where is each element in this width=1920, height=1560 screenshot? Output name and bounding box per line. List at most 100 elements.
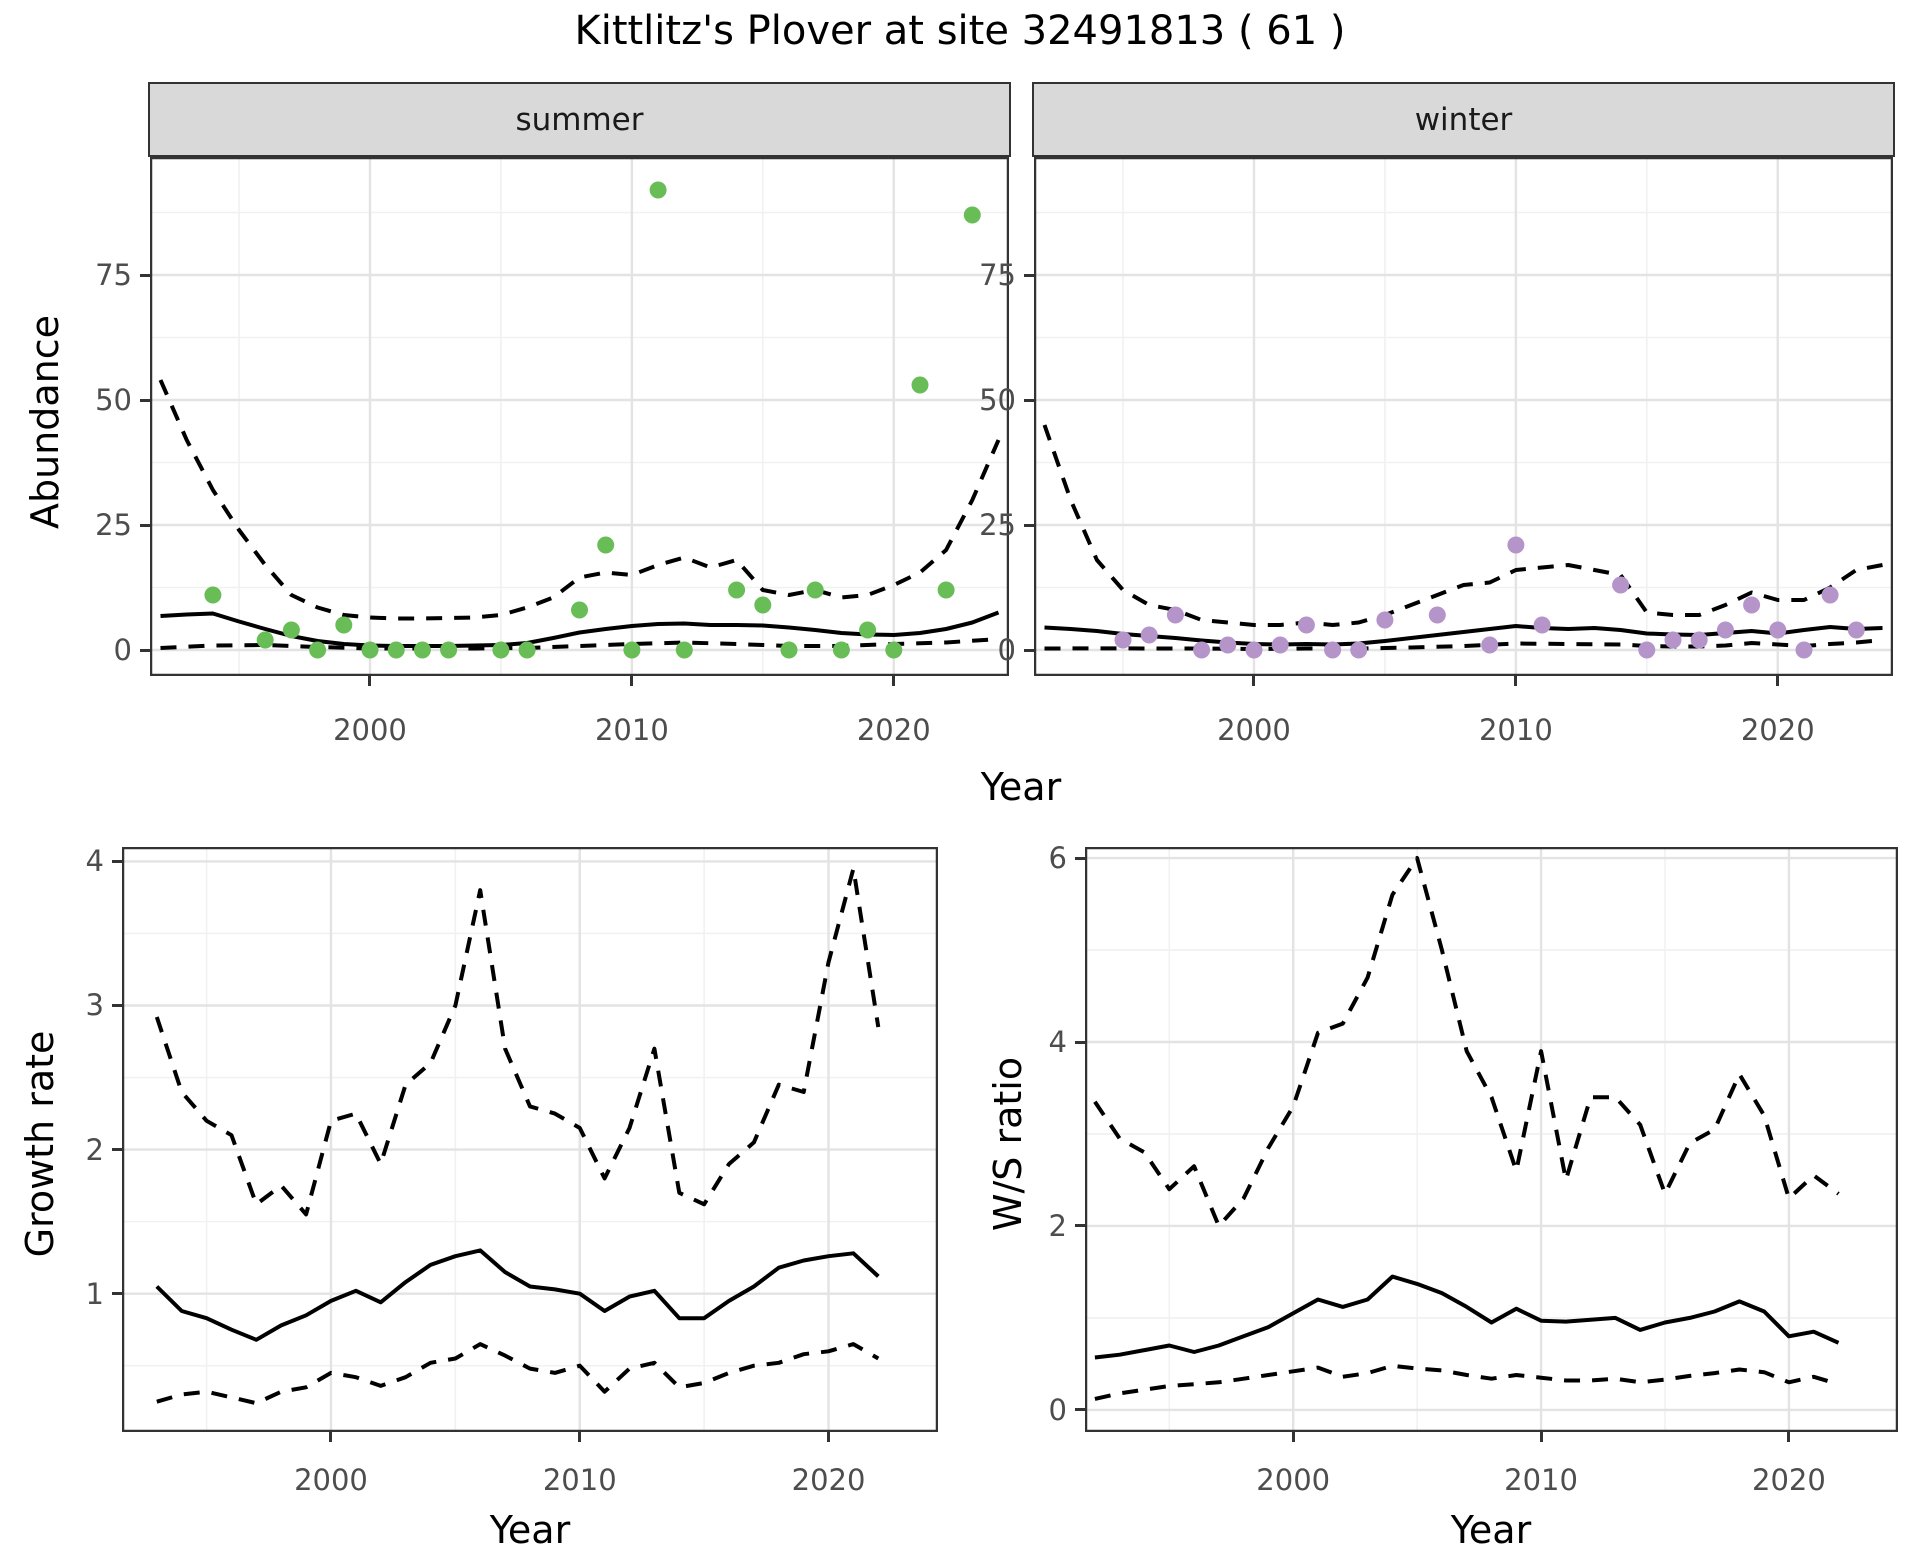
tick-mark bbox=[140, 523, 150, 527]
data-point bbox=[623, 641, 641, 659]
data-point bbox=[1428, 606, 1446, 624]
data-point bbox=[1795, 641, 1813, 659]
growth-rate-panel bbox=[122, 847, 938, 1432]
data-point bbox=[1690, 631, 1708, 649]
x-tick-label: 2000 bbox=[294, 1463, 368, 1497]
upper-ci-line bbox=[1042, 424, 1883, 627]
y-tick-label: 25 bbox=[95, 508, 132, 542]
data-point bbox=[1324, 641, 1342, 659]
tick-mark bbox=[112, 859, 122, 863]
data-point bbox=[1847, 621, 1865, 639]
data-point bbox=[440, 641, 458, 659]
tick-mark bbox=[368, 676, 372, 686]
y-tick-label: 2 bbox=[1048, 1208, 1067, 1243]
x-axis-title-year-ws: Year bbox=[1450, 1508, 1532, 1552]
y-tick-label: 6 bbox=[1048, 841, 1067, 876]
data-point bbox=[204, 586, 222, 604]
lower-ci-line bbox=[156, 1342, 880, 1406]
y-tick-label: 4 bbox=[85, 844, 104, 879]
data-point bbox=[1166, 606, 1184, 624]
data-point bbox=[832, 641, 850, 659]
upper-ci-line bbox=[1093, 856, 1840, 1228]
data-point bbox=[1481, 636, 1499, 654]
facet-strip-label: winter bbox=[1414, 101, 1513, 138]
x-tick-label: 2020 bbox=[1752, 1463, 1826, 1497]
x-tick-label: 2010 bbox=[542, 1463, 617, 1497]
data-point bbox=[1350, 641, 1368, 659]
data-point bbox=[309, 641, 327, 659]
y-tick-label: 50 bbox=[979, 383, 1016, 417]
tick-mark bbox=[140, 273, 150, 277]
upper-ci-line bbox=[154, 866, 881, 1217]
y-tick-label: 1 bbox=[85, 1276, 104, 1311]
tick-mark bbox=[1787, 1432, 1791, 1442]
data-point bbox=[282, 621, 300, 639]
chart-title: Kittlitz's Plover at site 32491813 ( 61 … bbox=[574, 8, 1346, 54]
tick-mark bbox=[112, 1148, 122, 1152]
data-point bbox=[1638, 641, 1656, 659]
y-tick-label: 3 bbox=[85, 988, 104, 1023]
tick-mark bbox=[140, 648, 150, 652]
lower-ci-line bbox=[160, 637, 999, 651]
y-tick-label: 25 bbox=[979, 508, 1016, 542]
panel-border bbox=[1085, 847, 1898, 1432]
tick-mark bbox=[827, 1432, 831, 1442]
tick-mark bbox=[329, 1432, 333, 1442]
data-point bbox=[728, 581, 746, 599]
data-point bbox=[387, 641, 405, 659]
data-point bbox=[571, 601, 588, 619]
data-point bbox=[1114, 631, 1132, 649]
data-point bbox=[518, 641, 536, 659]
data-point bbox=[361, 641, 379, 659]
data-point bbox=[1193, 641, 1211, 659]
data-point bbox=[1821, 586, 1839, 604]
tick-mark bbox=[1075, 1408, 1085, 1412]
median-line bbox=[1094, 1274, 1840, 1360]
median-line bbox=[160, 610, 1000, 648]
y-tick-label: 2 bbox=[85, 1132, 104, 1167]
data-point bbox=[806, 581, 824, 599]
facet-strip-label: summer bbox=[515, 101, 644, 138]
data-point bbox=[1612, 576, 1630, 594]
data-point bbox=[1376, 611, 1394, 629]
tick-mark bbox=[1291, 1432, 1295, 1442]
tick-mark bbox=[1024, 648, 1034, 652]
data-point bbox=[1245, 641, 1263, 659]
y-tick-label: 0 bbox=[1048, 1392, 1067, 1427]
data-point bbox=[1219, 636, 1237, 654]
abundance-winter-panel bbox=[1034, 157, 1893, 676]
tick-mark bbox=[140, 398, 150, 402]
data-point bbox=[885, 641, 903, 659]
panel-border bbox=[150, 157, 1009, 676]
data-point bbox=[492, 641, 510, 659]
tick-mark bbox=[1024, 273, 1034, 277]
tick-mark bbox=[578, 1432, 582, 1442]
data-point bbox=[335, 616, 353, 634]
data-point bbox=[1271, 636, 1289, 654]
tick-mark bbox=[1514, 676, 1518, 686]
y-tick-label: 75 bbox=[979, 258, 1016, 292]
ws-ratio-panel bbox=[1085, 847, 1898, 1432]
x-tick-label: 2020 bbox=[791, 1463, 866, 1497]
data-point bbox=[1716, 621, 1734, 639]
facet-strip-summer: summer bbox=[148, 82, 1011, 157]
data-point bbox=[1140, 626, 1158, 644]
x-tick-label: 2010 bbox=[594, 713, 669, 747]
data-point bbox=[1769, 621, 1787, 639]
data-point bbox=[1664, 631, 1682, 649]
x-axis-title-year-growth: Year bbox=[489, 1508, 571, 1552]
tick-mark bbox=[1252, 676, 1256, 686]
tick-mark bbox=[1075, 1040, 1085, 1044]
tick-mark bbox=[892, 676, 896, 686]
data-point bbox=[754, 596, 772, 614]
x-tick-label: 2020 bbox=[856, 713, 931, 747]
y-tick-label: 0 bbox=[997, 633, 1016, 667]
tick-mark bbox=[1024, 398, 1034, 402]
data-point bbox=[911, 376, 929, 394]
tick-mark bbox=[1024, 523, 1034, 527]
tick-mark bbox=[1539, 1432, 1543, 1442]
data-point bbox=[1507, 536, 1525, 554]
tick-mark bbox=[1075, 856, 1085, 860]
data-point bbox=[256, 631, 274, 649]
abundance-summer-panel bbox=[150, 157, 1009, 676]
